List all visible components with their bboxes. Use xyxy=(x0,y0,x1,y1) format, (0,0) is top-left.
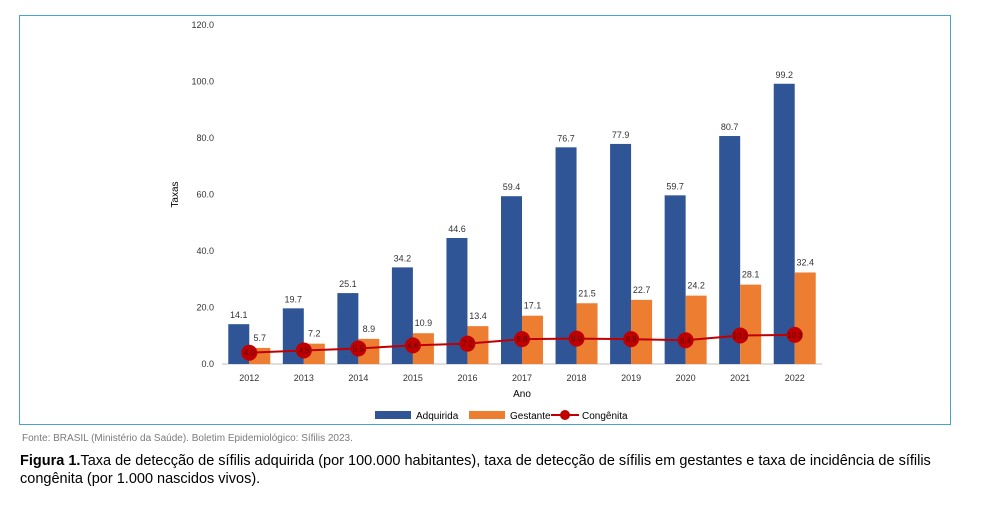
data-label-adquirida: 44.6 xyxy=(448,224,466,234)
point-congenita xyxy=(623,331,640,348)
x-tick-label: 2022 xyxy=(785,373,805,383)
data-label-gestante: 28.1 xyxy=(742,270,760,280)
bar-gestante xyxy=(576,303,598,364)
bar-gestante xyxy=(467,326,489,364)
point-congenita xyxy=(732,327,749,344)
caption-text: Taxa de detecção de sífilis adquirida (p… xyxy=(20,453,931,487)
data-label-congenita: 8.8 xyxy=(516,335,528,344)
x-tick-label: 2014 xyxy=(348,373,368,383)
point-congenita xyxy=(677,332,694,349)
point-congenita xyxy=(459,335,476,352)
legend-label-adquirida: Adquirida xyxy=(416,411,459,422)
data-label-congenita: 6.6 xyxy=(407,341,419,350)
y-tick-label: 60.0 xyxy=(196,190,214,200)
data-label-gestante: 7.2 xyxy=(308,329,321,339)
bar-adquirida xyxy=(555,147,577,364)
x-tick-label: 2019 xyxy=(621,373,641,383)
bar-adquirida xyxy=(446,238,468,364)
x-tick-label: 2013 xyxy=(294,373,314,383)
data-label-congenita: 4.8 xyxy=(298,346,310,355)
data-label-gestante: 5.7 xyxy=(254,333,267,343)
legend-swatch-adquirida xyxy=(375,411,411,419)
data-label-gestante: 17.1 xyxy=(524,301,542,311)
y-tick-label: 120.0 xyxy=(191,20,214,30)
y-tick-label: 80.0 xyxy=(196,133,214,143)
legend-label-congenita: Congênita xyxy=(582,411,628,422)
y-tick-label: 100.0 xyxy=(191,77,214,87)
data-label-gestante: 8.9 xyxy=(363,324,376,334)
point-congenita xyxy=(350,340,367,357)
x-tick-label: 2021 xyxy=(730,373,750,383)
data-label-congenita: 9.0 xyxy=(571,335,583,344)
y-tick-label: 20.0 xyxy=(196,303,214,313)
point-congenita xyxy=(568,330,585,347)
x-tick-label: 2018 xyxy=(567,373,587,383)
data-label-gestante: 24.2 xyxy=(687,281,705,291)
data-label-gestante: 13.4 xyxy=(469,311,487,321)
data-label-adquirida: 59.4 xyxy=(503,182,521,192)
bar-gestante xyxy=(685,295,707,364)
data-label-adquirida: 99.2 xyxy=(775,70,793,80)
data-label-congenita: 7.2 xyxy=(462,340,474,349)
figure-caption: Figura 1.Taxa de detecção de sífilis adq… xyxy=(20,452,970,488)
bar-gestante xyxy=(740,284,762,364)
point-congenita xyxy=(514,331,530,348)
bar-adquirida xyxy=(773,83,795,364)
data-label-congenita: 4.0 xyxy=(244,349,256,358)
data-label-adquirida: 19.7 xyxy=(285,294,303,304)
data-label-congenita: 10.1 xyxy=(732,331,748,340)
bar-adquirida xyxy=(610,143,632,364)
point-congenita xyxy=(295,342,312,359)
source-note: Fonte: BRASIL (Ministério da Saúde). Bol… xyxy=(22,433,353,444)
legend-swatch-gestante xyxy=(469,411,505,419)
data-label-gestante: 10.9 xyxy=(415,318,433,328)
bar-gestante xyxy=(794,272,816,364)
data-label-adquirida: 14.1 xyxy=(230,310,248,320)
x-tick-label: 2015 xyxy=(403,373,423,383)
caption-label: Figura 1. xyxy=(20,453,81,469)
data-label-congenita: 5.5 xyxy=(353,344,365,353)
data-label-gestante: 32.4 xyxy=(796,257,814,267)
bar-adquirida xyxy=(664,195,686,364)
data-label-adquirida: 80.7 xyxy=(721,122,739,132)
chart-frame: 0.0 20.0 40.0 60.0 80.0 100.0 120.0 14.1 5.7 2012… xyxy=(19,15,951,425)
data-label-congenita: 8.8 xyxy=(626,335,638,344)
x-tick-label: 2020 xyxy=(676,373,696,383)
data-label-gestante: 22.7 xyxy=(633,285,651,295)
bar-adquirida xyxy=(501,196,522,364)
data-label-adquirida: 77.9 xyxy=(612,130,630,140)
point-congenita xyxy=(786,326,803,343)
bar-gestante xyxy=(631,299,653,364)
data-label-congenita: 10.3 xyxy=(787,331,803,340)
x-tick-label: 2016 xyxy=(457,373,477,383)
data-label-congenita: 8.4 xyxy=(680,336,692,345)
data-label-adquirida: 59.7 xyxy=(666,181,684,191)
point-congenita xyxy=(241,344,258,361)
chart: 0.0 20.0 40.0 60.0 80.0 100.0 120.0 14.1 5.7 2012… xyxy=(170,20,822,422)
y-axis-title: Taxas xyxy=(170,181,181,207)
y-tick-label: 0.0 xyxy=(201,359,214,369)
legend-marker-congenita xyxy=(560,410,570,420)
point-congenita xyxy=(404,337,421,354)
x-tick-label: 2017 xyxy=(512,373,532,383)
x-axis-title: Ano xyxy=(513,389,531,400)
y-tick-label: 40.0 xyxy=(196,246,214,256)
data-label-adquirida: 34.2 xyxy=(394,253,412,263)
data-label-gestante: 21.5 xyxy=(578,288,596,298)
data-label-adquirida: 25.1 xyxy=(339,279,357,289)
legend-label-gestante: Gestante xyxy=(510,411,551,422)
bar-adquirida xyxy=(719,136,741,364)
data-label-adquirida: 76.7 xyxy=(557,133,575,143)
x-tick-label: 2012 xyxy=(239,373,259,383)
